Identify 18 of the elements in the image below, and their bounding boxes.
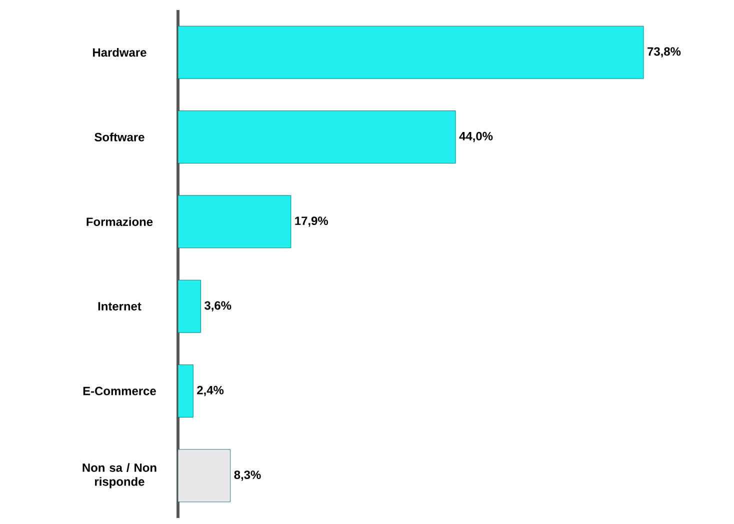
bar: [178, 195, 292, 248]
y-tick-label: Non sa / Non risponde: [82, 463, 156, 488]
y-tick-label: Software: [94, 132, 144, 142]
data-label: 2,4%: [197, 386, 224, 396]
y-tick-label: E-Commerce: [83, 386, 156, 396]
data-label: 3,6%: [204, 301, 232, 312]
bar: [178, 364, 194, 418]
data-label: 8,3%: [234, 470, 261, 481]
bar: [178, 280, 201, 333]
bar: [178, 110, 456, 164]
data-label: 73,8%: [648, 47, 681, 58]
data-label: 17,9%: [295, 216, 328, 227]
bar: [178, 26, 644, 79]
y-tick-label: Hardware: [93, 48, 146, 57]
y-tick-label: Formazione: [86, 217, 153, 226]
data-label: 44,0%: [459, 132, 493, 142]
y-tick-label: Internet: [98, 302, 142, 310]
bar: [178, 449, 231, 502]
